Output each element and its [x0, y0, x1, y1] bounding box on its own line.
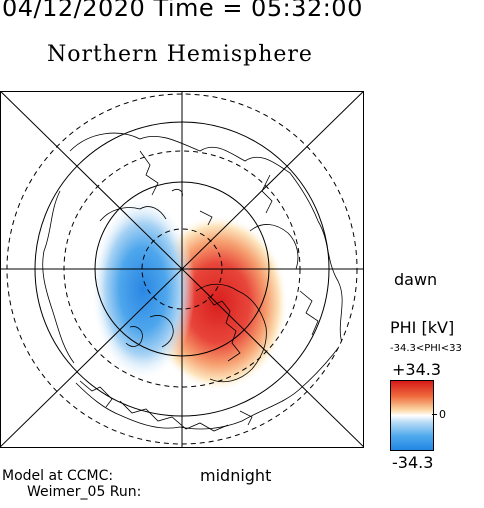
model-label: Model at CCMC: [2, 468, 114, 484]
negative-potential-cell [91, 197, 195, 381]
colorbar-zero-label: 0 [439, 408, 446, 421]
colorbar [390, 380, 434, 451]
colorbar-zero-tick [432, 414, 437, 415]
dawn-label: dawn [394, 270, 438, 289]
polar-map [0, 91, 364, 448]
datetime-title: 04/12/2020 Time = 05:32:00 [2, 0, 363, 22]
colorbar-max-label: +34.3 [392, 360, 442, 379]
run-label: Weimer_05 Run: [27, 484, 142, 500]
midnight-label: midnight [200, 466, 272, 485]
meridian-grid [1, 92, 363, 447]
colorbar-min-label: -34.3 [392, 453, 434, 472]
hemisphere-title: Northern Hemisphere [47, 42, 313, 67]
colorbar-range: -34.3<PHI<33 [390, 343, 462, 354]
colorbar-title: PHI [kV] [390, 318, 455, 337]
coastlines [42, 132, 343, 432]
